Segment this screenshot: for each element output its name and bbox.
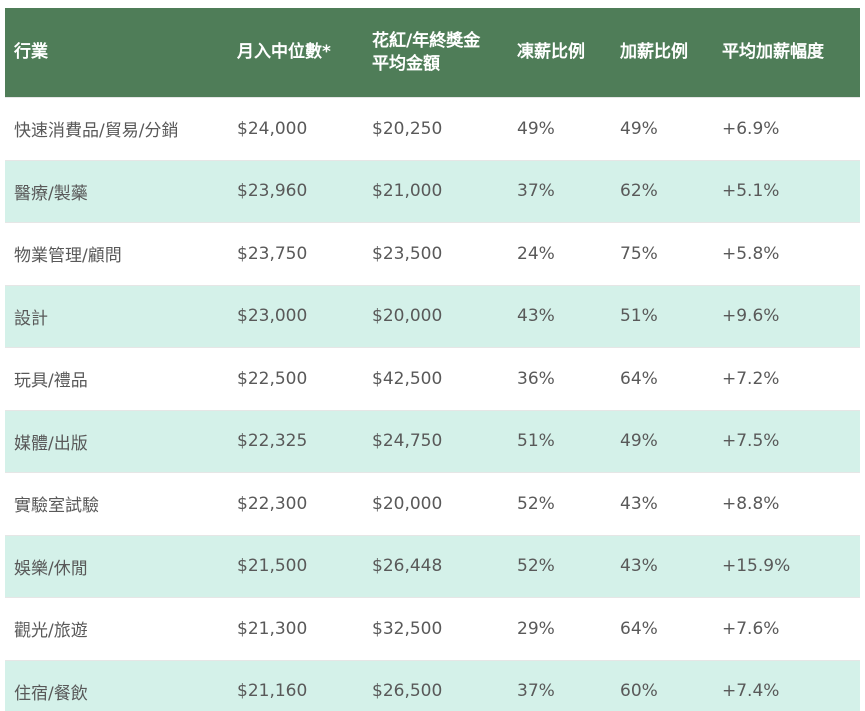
cell-avg-raise: +9.6% xyxy=(722,306,780,327)
table-row: 媒體/出版 $22,325 $24,750 51% 49% +7.5% xyxy=(5,409,860,472)
table-header-row: 行業 月入中位數* 花紅/年終獎金 平均金額 凍薪比例 加薪比例 平均加薪幅度 xyxy=(5,8,860,97)
cell-raise-ratio: 62% xyxy=(620,181,658,202)
cell-bonus-avg: $26,500 xyxy=(372,681,443,702)
table-row: 住宿/餐飲 $21,160 $26,500 37% 60% +7.4% xyxy=(5,659,860,711)
cell-avg-raise: +7.2% xyxy=(722,368,780,389)
cell-bonus-avg: $24,750 xyxy=(372,431,443,452)
cell-avg-raise: +7.5% xyxy=(722,431,780,452)
table-row: 娛樂/休閒 $21,500 $26,448 52% 43% +15.9% xyxy=(5,534,860,597)
cell-median-income: $22,300 xyxy=(237,493,308,514)
cell-median-income: $21,300 xyxy=(237,618,308,639)
cell-freeze-ratio: 49% xyxy=(517,118,555,139)
cell-bonus-avg: $20,000 xyxy=(372,493,443,514)
table-row: 玩具/禮品 $22,500 $42,500 36% 64% +7.2% xyxy=(5,347,860,410)
column-header-industry: 行業 xyxy=(14,42,48,63)
cell-freeze-ratio: 43% xyxy=(517,306,555,327)
cell-bonus-avg: $20,250 xyxy=(372,118,443,139)
cell-industry: 實驗室試驗 xyxy=(14,496,99,517)
cell-industry: 快速消費品/貿易/分銷 xyxy=(14,121,179,142)
cell-freeze-ratio: 36% xyxy=(517,368,555,389)
cell-raise-ratio: 49% xyxy=(620,118,658,139)
cell-avg-raise: +5.1% xyxy=(722,181,780,202)
cell-industry: 醫療/製藥 xyxy=(14,183,88,204)
table-row: 觀光/旅遊 $21,300 $32,500 29% 64% +7.6% xyxy=(5,597,860,660)
cell-median-income: $21,160 xyxy=(237,681,308,702)
cell-freeze-ratio: 51% xyxy=(517,431,555,452)
table-body: 快速消費品/貿易/分銷 $24,000 $20,250 49% 49% +6.9% 醫療/製… xyxy=(5,97,860,711)
table-row: 物業管理/顧問 $23,750 $23,500 24% 75% +5.8% xyxy=(5,222,860,285)
table-row: 快速消費品/貿易/分銷 $24,000 $20,250 49% 49% +6.9% xyxy=(5,97,860,160)
cell-raise-ratio: 51% xyxy=(620,306,658,327)
column-header-freeze-ratio: 凍薪比例 xyxy=(517,42,585,63)
cell-bonus-avg: $21,000 xyxy=(372,181,443,202)
cell-bonus-avg: $20,000 xyxy=(372,306,443,327)
column-header-median-income: 月入中位數* xyxy=(237,42,331,63)
cell-raise-ratio: 64% xyxy=(620,618,658,639)
cell-bonus-avg: $32,500 xyxy=(372,618,443,639)
cell-industry: 觀光/旅遊 xyxy=(14,621,88,642)
cell-raise-ratio: 64% xyxy=(620,368,658,389)
cell-raise-ratio: 49% xyxy=(620,431,658,452)
cell-bonus-avg: $42,500 xyxy=(372,368,443,389)
cell-avg-raise: +8.8% xyxy=(722,493,780,514)
column-header-raise-ratio: 加薪比例 xyxy=(620,42,688,63)
table-row: 設計 $23,000 $20,000 43% 51% +9.6% xyxy=(5,284,860,347)
cell-avg-raise: +15.9% xyxy=(722,556,791,577)
cell-freeze-ratio: 37% xyxy=(517,181,555,202)
cell-bonus-avg: $26,448 xyxy=(372,556,443,577)
cell-median-income: $22,325 xyxy=(237,431,308,452)
cell-raise-ratio: 43% xyxy=(620,556,658,577)
cell-avg-raise: +7.6% xyxy=(722,618,780,639)
cell-avg-raise: +5.8% xyxy=(722,243,780,264)
cell-median-income: $23,000 xyxy=(237,306,308,327)
cell-raise-ratio: 43% xyxy=(620,493,658,514)
cell-industry: 娛樂/休閒 xyxy=(14,558,88,579)
cell-median-income: $21,500 xyxy=(237,556,308,577)
cell-freeze-ratio: 24% xyxy=(517,243,555,264)
cell-raise-ratio: 75% xyxy=(620,243,658,264)
cell-freeze-ratio: 29% xyxy=(517,618,555,639)
cell-industry: 玩具/禮品 xyxy=(14,371,88,392)
cell-avg-raise: +7.4% xyxy=(722,681,780,702)
cell-freeze-ratio: 52% xyxy=(517,493,555,514)
column-header-avg-raise: 平均加薪幅度 xyxy=(722,42,824,63)
cell-industry: 設計 xyxy=(14,308,48,329)
cell-industry: 住宿/餐飲 xyxy=(14,683,88,704)
cell-freeze-ratio: 37% xyxy=(517,681,555,702)
cell-bonus-avg: $23,500 xyxy=(372,243,443,264)
column-header-bonus-avg: 花紅/年終獎金 平均金額 xyxy=(372,31,481,74)
table-row: 醫療/製藥 $23,960 $21,000 37% 62% +5.1% xyxy=(5,159,860,222)
cell-median-income: $23,960 xyxy=(237,181,308,202)
cell-industry: 媒體/出版 xyxy=(14,433,88,454)
cell-industry: 物業管理/顧問 xyxy=(14,246,122,267)
cell-median-income: $23,750 xyxy=(237,243,308,264)
cell-median-income: $24,000 xyxy=(237,118,308,139)
cell-median-income: $22,500 xyxy=(237,368,308,389)
cell-freeze-ratio: 52% xyxy=(517,556,555,577)
salary-table: 行業 月入中位數* 花紅/年終獎金 平均金額 凍薪比例 加薪比例 平均加薪幅度 … xyxy=(5,8,860,711)
cell-raise-ratio: 60% xyxy=(620,681,658,702)
cell-avg-raise: +6.9% xyxy=(722,118,780,139)
table-row: 實驗室試驗 $22,300 $20,000 52% 43% +8.8% xyxy=(5,472,860,535)
